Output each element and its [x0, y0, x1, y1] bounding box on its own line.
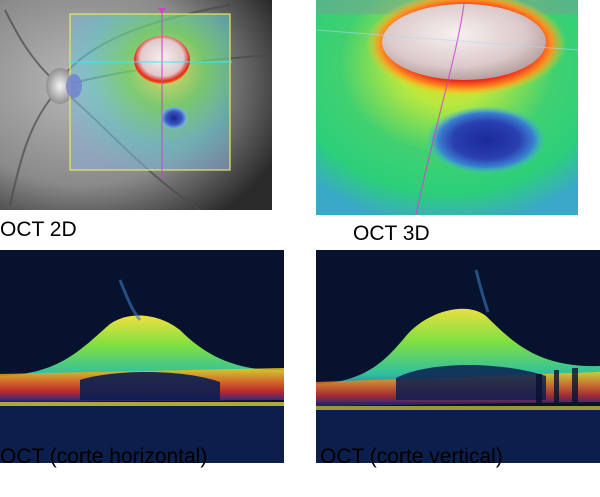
- oct-2d-caption: OCT 2D: [0, 218, 77, 241]
- oct-vertical-scan-image: [316, 250, 600, 463]
- oct-2d-fundus-map: [0, 0, 272, 210]
- oct-horizontal-b-scan: [0, 250, 284, 463]
- oct-horizontal-scan-image: [0, 250, 284, 463]
- oct-3d-image: [316, 0, 578, 215]
- oct-vertical-b-scan: [316, 250, 600, 463]
- oct-3d-surface-map: [316, 0, 578, 215]
- oct-2d-image: [0, 0, 272, 210]
- oct-vertical-caption: OCT (corte vertical): [320, 445, 503, 468]
- oct-3d-caption: OCT 3D: [353, 222, 430, 245]
- oct-horizontal-caption: OCT (corte horizontal): [0, 445, 208, 468]
